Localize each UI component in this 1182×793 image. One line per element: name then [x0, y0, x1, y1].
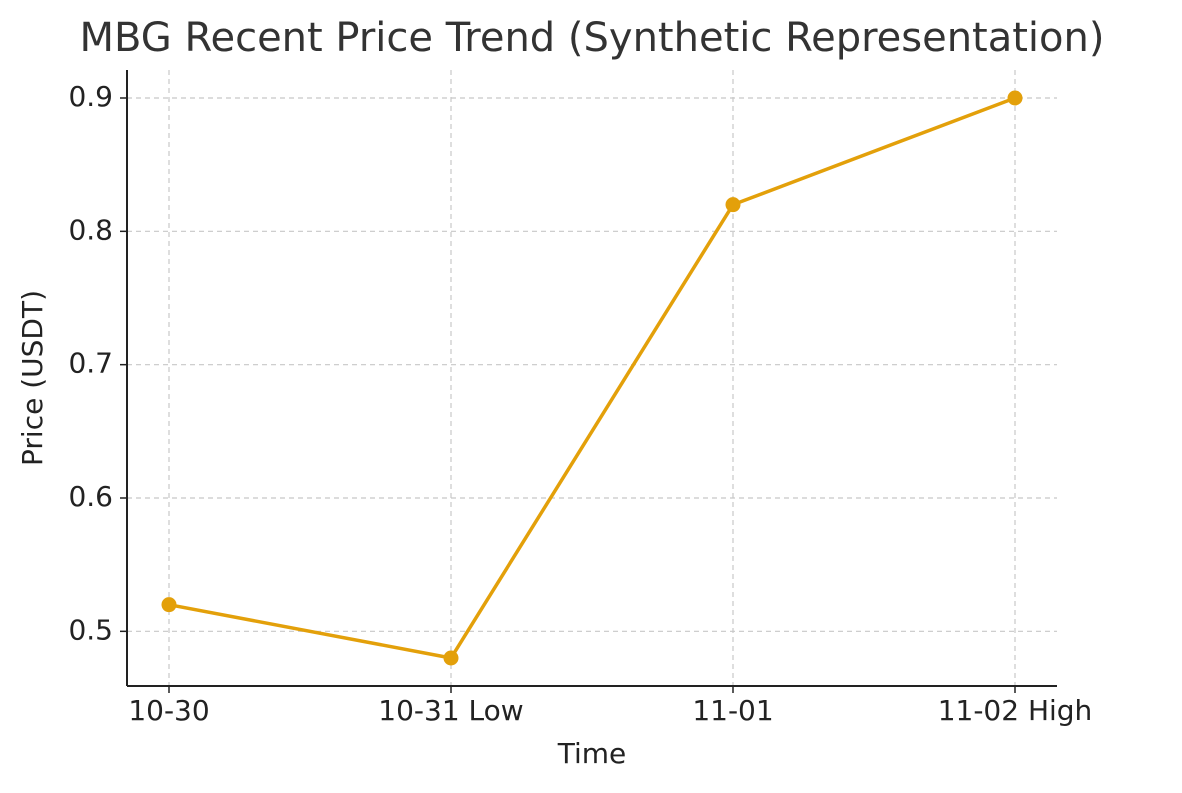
y-tick-label: 0.8: [68, 213, 113, 246]
y-tick-label: 0.6: [68, 480, 113, 513]
y-tick-label: 0.5: [68, 613, 113, 646]
point: [1007, 90, 1023, 106]
line: [168, 96, 1016, 660]
x-tick-label: 10-30: [128, 694, 209, 727]
x-tick-label: 10-31 Low: [378, 694, 523, 727]
point: [443, 650, 459, 666]
point: [725, 197, 741, 213]
y-axis-label: Price (USDT): [16, 290, 49, 466]
chart-title: MBG Recent Price Trend (Synthetic Repres…: [80, 15, 1105, 61]
y-tick-label: 0.7: [68, 347, 113, 380]
x-axis-label: Time: [557, 737, 627, 770]
x-tick-label: 11-02 High: [938, 694, 1093, 727]
x-tick-label: 11-01: [692, 694, 773, 727]
point: [161, 597, 177, 613]
y-tick-label: 0.9: [68, 80, 113, 113]
